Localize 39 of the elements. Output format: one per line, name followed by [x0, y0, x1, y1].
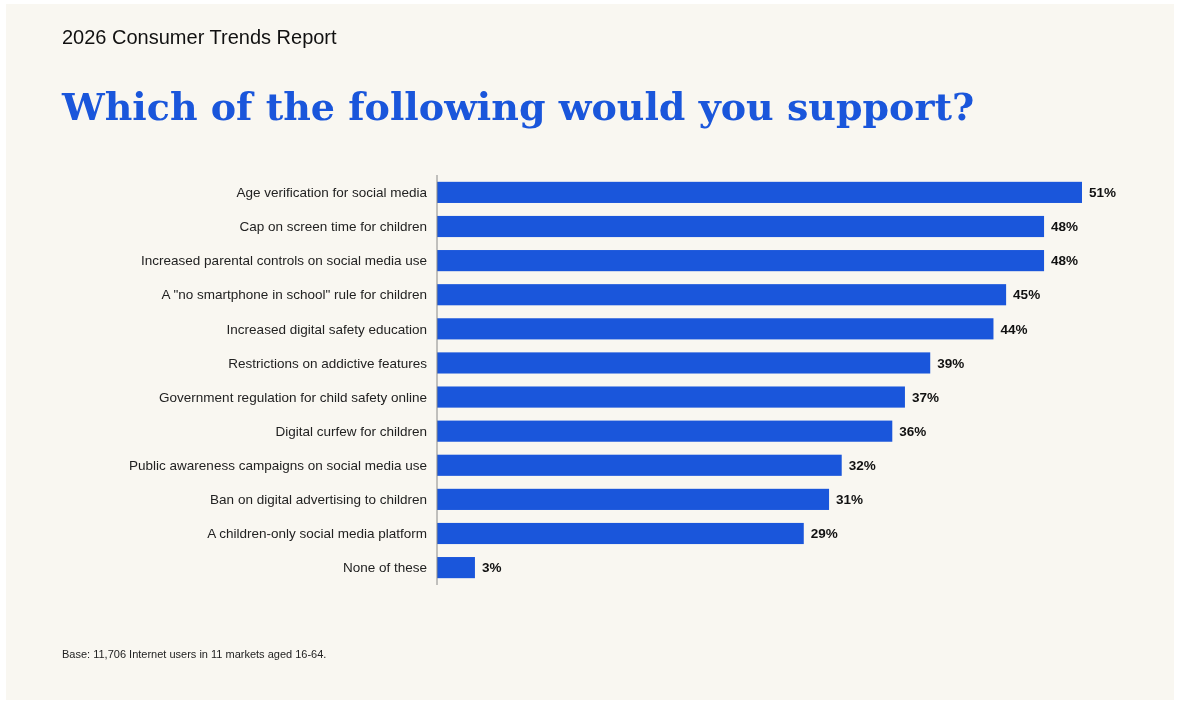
data-label: 37% [911, 389, 939, 405]
y-tick-label: A children-only social media platform [207, 526, 427, 542]
bar [437, 557, 475, 579]
y-tick-label: Restrictions on addictive features [228, 355, 428, 371]
bar [437, 420, 893, 442]
data-label: 48% [1051, 219, 1079, 235]
data-label: 32% [848, 458, 876, 473]
y-tick-label: Digital curfew for children [275, 423, 427, 439]
bar [437, 386, 905, 408]
bar [437, 488, 830, 510]
y-tick-label: Age verification for social media [236, 185, 428, 201]
data-label: 48% [1051, 253, 1079, 269]
y-tick-label: Cap on screen time for children [239, 219, 427, 235]
data-label: 44% [1000, 321, 1028, 337]
bar [437, 181, 1082, 203]
data-label: 31% [836, 492, 864, 508]
data-label: 29% [810, 526, 838, 542]
y-tick-label: Increased digital safety education [226, 321, 427, 337]
data-label: 3% [481, 560, 502, 576]
y-tick-label: None of these [342, 560, 427, 576]
y-tick-label: Public awareness campaigns on social media use [129, 458, 427, 473]
bar [437, 250, 1045, 272]
bar [437, 454, 842, 476]
bar [437, 352, 931, 374]
y-tick-label: Government regulation for child safety online [159, 389, 427, 405]
y-tick-label: Ban on digital advertising to children [210, 492, 427, 508]
data-label: 45% [1013, 287, 1041, 303]
data-label: 51% [1089, 185, 1117, 201]
bar [437, 522, 804, 545]
bar [437, 284, 1007, 306]
data-label: 36% [899, 423, 927, 439]
text: 2026 Consumer Trends Report [62, 26, 338, 48]
bar [437, 215, 1045, 238]
chart-title: Which of the following would you support? [61, 84, 975, 129]
data-label: 39% [937, 355, 965, 371]
y-tick-label: A "no smartphone in school" rule for children [161, 287, 427, 303]
y-tick-label: Increased parental controls on social media use [141, 253, 427, 269]
text: Base: 11,706 Internet users in 11 markets aged 16-64. [62, 648, 327, 660]
bar [437, 318, 994, 340]
